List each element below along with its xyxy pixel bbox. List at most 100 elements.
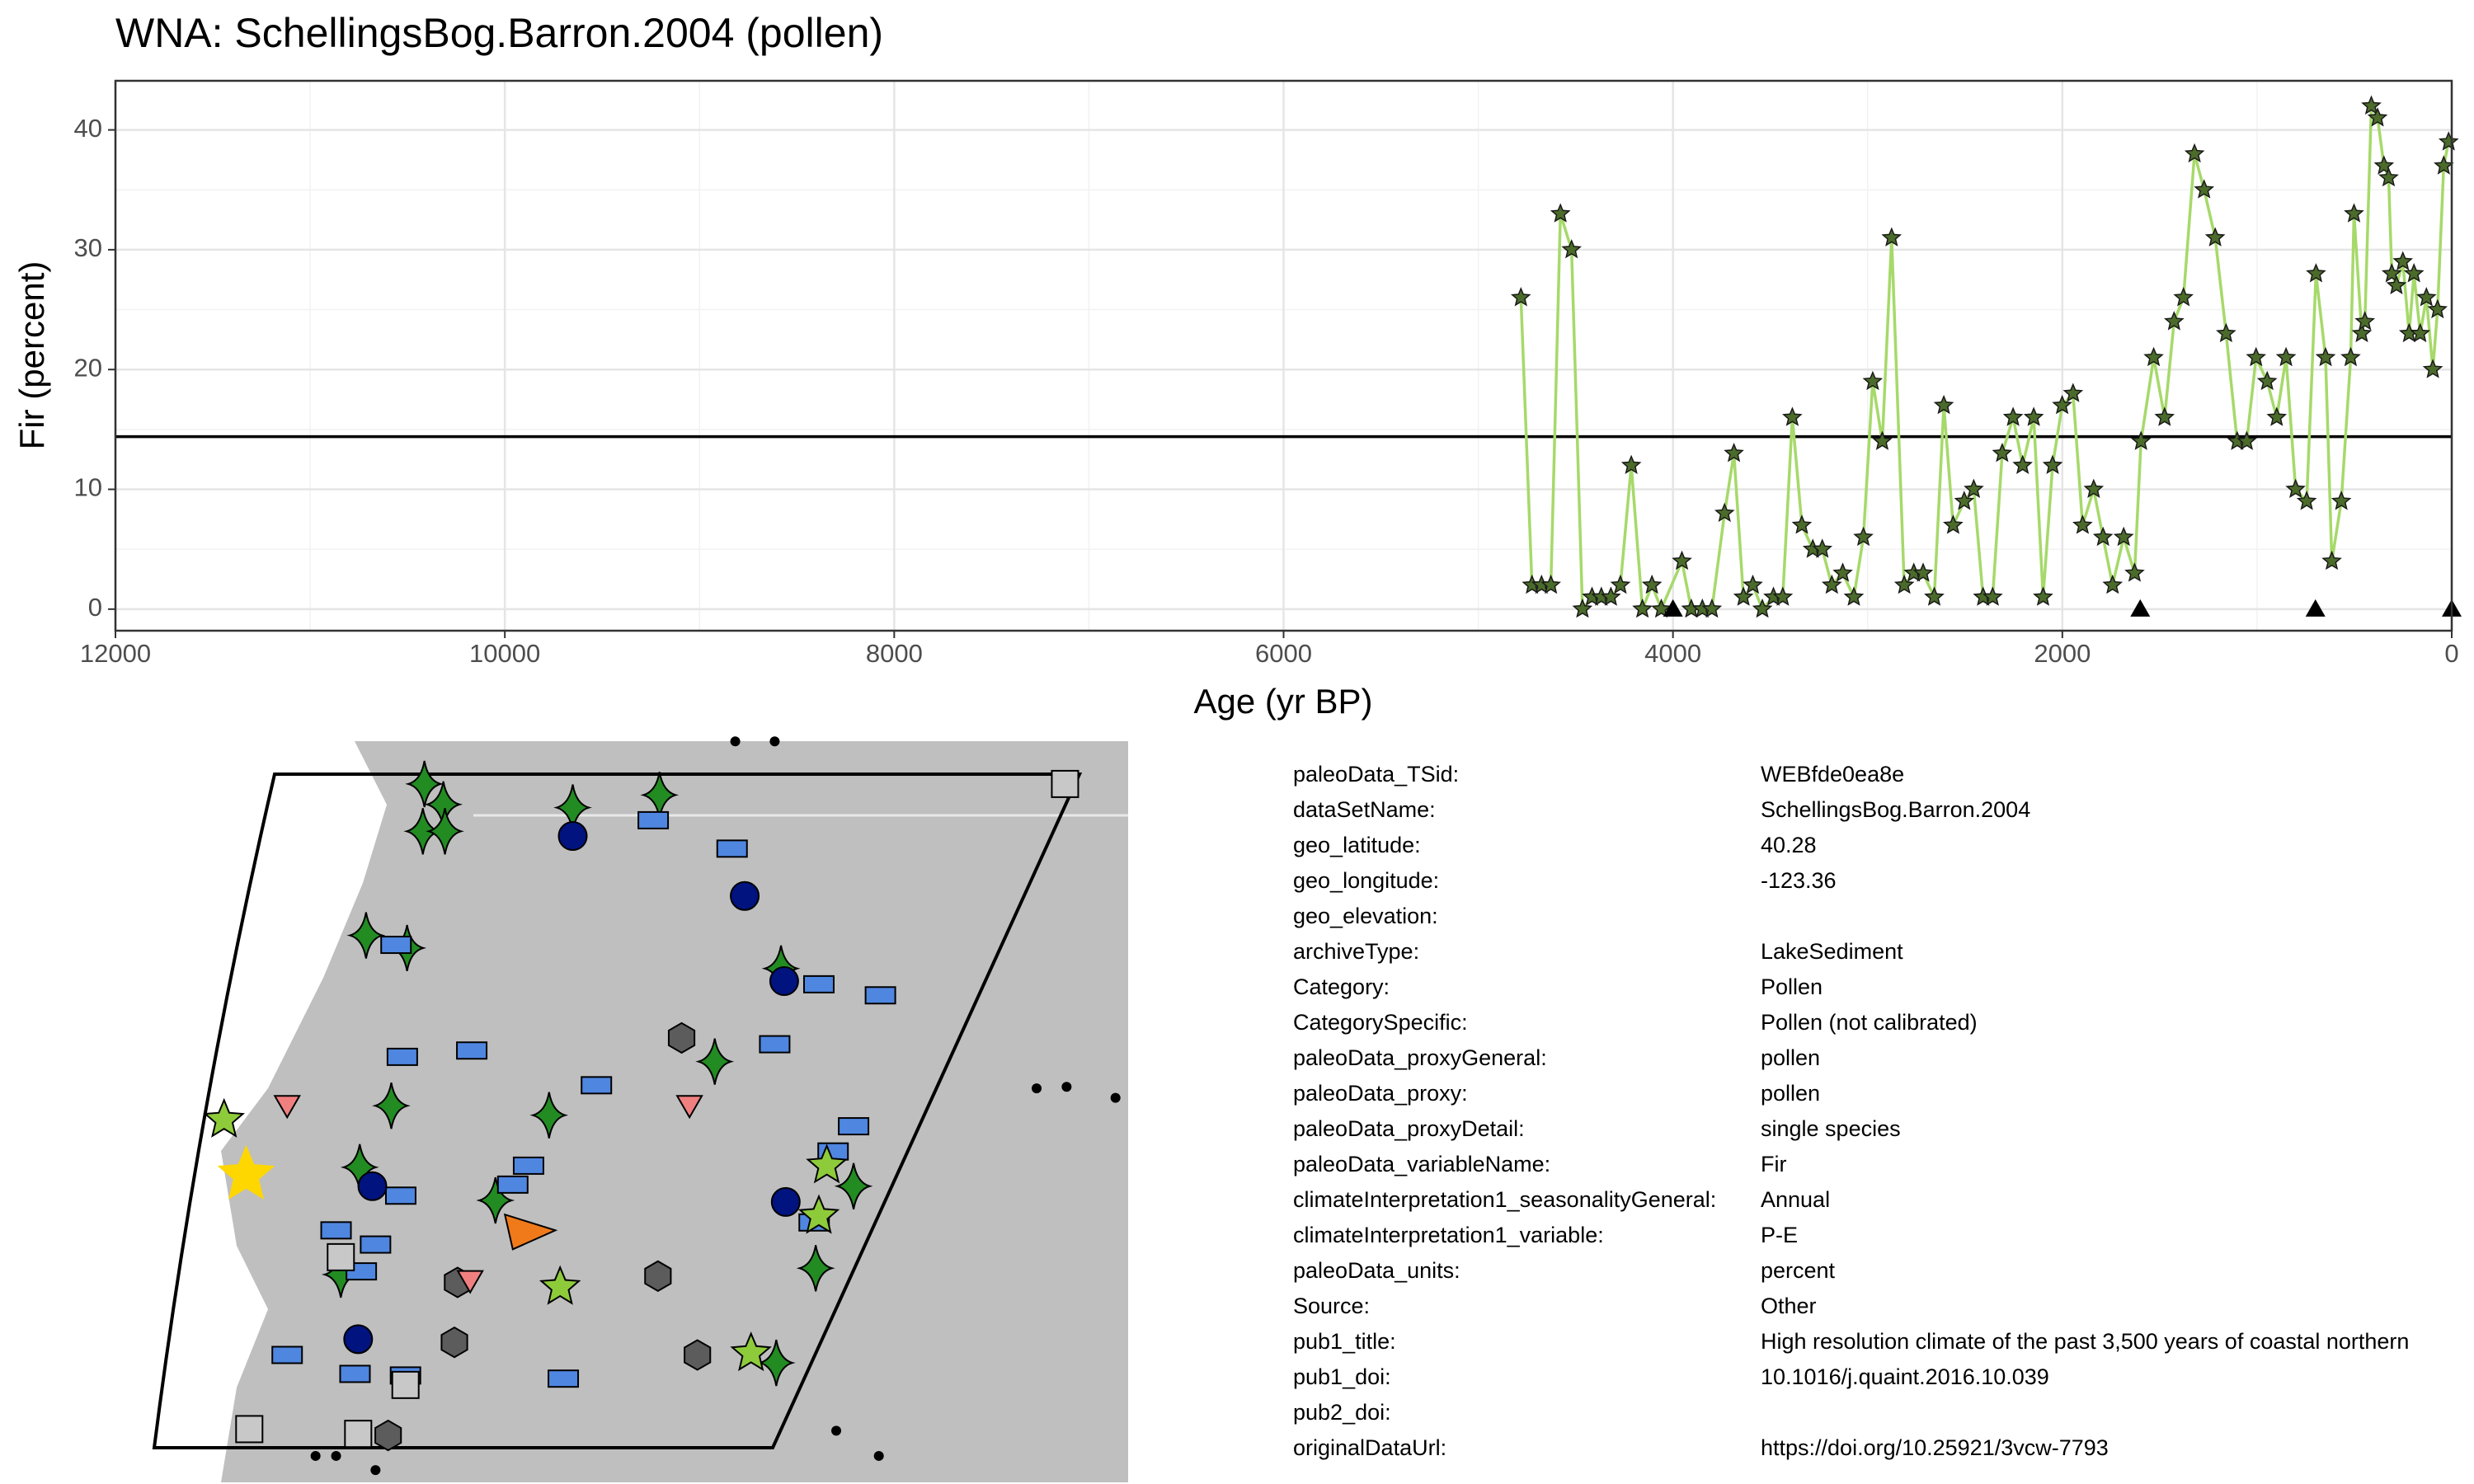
data-point [2367,107,2388,127]
site-symbol [730,1331,772,1372]
data-point [2124,562,2145,582]
y-tick-label: 40 [74,114,102,143]
site-symbol [346,912,386,959]
site-symbol [357,1171,388,1201]
meta-value: 10.1016/j.quaint.2016.10.039 [1761,1364,2049,1389]
site-symbol [644,1260,672,1292]
data-point [2296,491,2317,510]
site-symbol [456,1270,484,1294]
data-point [2164,311,2185,331]
data-point [1933,394,1954,415]
site-symbol [1051,769,1079,798]
data-point [2331,491,2352,510]
data-point [2113,526,2134,547]
data-point [2410,322,2431,343]
data-point [2173,287,2194,307]
y-axis-title: Fir (percent) [12,261,51,450]
x-axis-title: Age (yr BP) [1193,682,1372,721]
site-symbol [339,1364,371,1383]
site-symbol [834,1162,873,1209]
data-point [1672,550,1692,571]
site-symbol [271,1345,303,1364]
meta-key: climateInterpretation1_variable: [1293,1223,1604,1247]
data-point [2266,406,2288,426]
meta-value: https://doi.org/10.25921/3vcw-7793 [1761,1435,2109,1460]
data-point [1992,442,2013,463]
data-point [1561,238,1582,259]
site-symbol [637,810,670,829]
data-point [2285,478,2306,498]
site-symbol [796,1245,835,1292]
site-symbol [456,1041,488,1060]
x-tick-label: 2000 [2034,639,2091,668]
site-symbol [235,1415,264,1444]
data-point [2246,346,2267,367]
site-symbol [769,966,799,997]
age-marker [2305,599,2326,617]
plot-area [114,81,2462,631]
selected-site [217,1144,275,1200]
data-point [1733,586,1754,606]
meta-key: archiveType: [1293,939,1419,964]
data-point [2033,586,2053,606]
site-symbol [426,808,464,855]
data-point [2102,574,2124,594]
data-point [1943,514,1964,534]
data-point [2194,179,2215,199]
data-point [2378,167,2399,187]
data-point [2315,346,2336,367]
meta-key: Category: [1293,974,1390,999]
meta-value: -123.36 [1761,868,1837,893]
x-tick-label: 0 [2444,639,2458,668]
meta-key: Source: [1293,1294,1370,1318]
data-point [2386,275,2407,294]
site-symbol [203,1097,245,1138]
data-point [1743,574,1763,594]
site-symbol [386,1047,418,1066]
data-point [2204,227,2226,247]
data-point [1572,598,1593,618]
y-tick-label: 10 [74,473,102,502]
site-symbol [756,1339,796,1387]
site-symbol [331,1450,341,1461]
data-point [1724,442,1744,463]
meta-value: pollen [1761,1045,1820,1070]
data-point [2012,454,2033,474]
meta-value: single species [1761,1116,1901,1141]
site-symbol [838,1117,870,1136]
data-point [2427,298,2448,319]
x-tick-label: 4000 [1644,639,1701,668]
data-point [2422,359,2443,378]
meta-key: paleoData_proxyGeneral: [1293,1045,1547,1070]
data-point [2403,263,2425,283]
meta-key: originalDataUrl: [1293,1435,1446,1460]
site-symbol [503,1213,558,1251]
data-point [2256,370,2278,391]
data-point [1701,598,1723,618]
data-point [2321,550,2342,571]
meta-key: paleoData_units: [1293,1258,1460,1283]
meta-value: WEBfde0ea8e [1761,762,1904,787]
site-symbol [343,1324,374,1355]
site-symbol [440,1327,468,1359]
site-symbol [405,760,444,808]
x-tick-label: 10000 [469,639,540,668]
data-point [2002,406,2024,426]
site-symbol [581,1076,613,1095]
site-symbol [344,1420,373,1449]
data-point [2351,322,2373,343]
site-symbol [716,839,748,858]
data-point [2236,430,2257,450]
data-point [1714,502,1735,523]
data-point [1912,562,1934,582]
data-point [1872,430,1893,450]
site-symbol [320,1221,352,1240]
site-symbol [675,1095,703,1120]
region-outline [152,773,1083,1449]
site-symbol [797,1194,840,1234]
meta-value: SchellingsBog.Barron.2004 [1761,797,2030,822]
site-symbol [759,1035,791,1054]
site-symbol [770,1186,801,1217]
data-point [2052,394,2072,415]
meta-key: pub2_doi: [1293,1400,1391,1425]
